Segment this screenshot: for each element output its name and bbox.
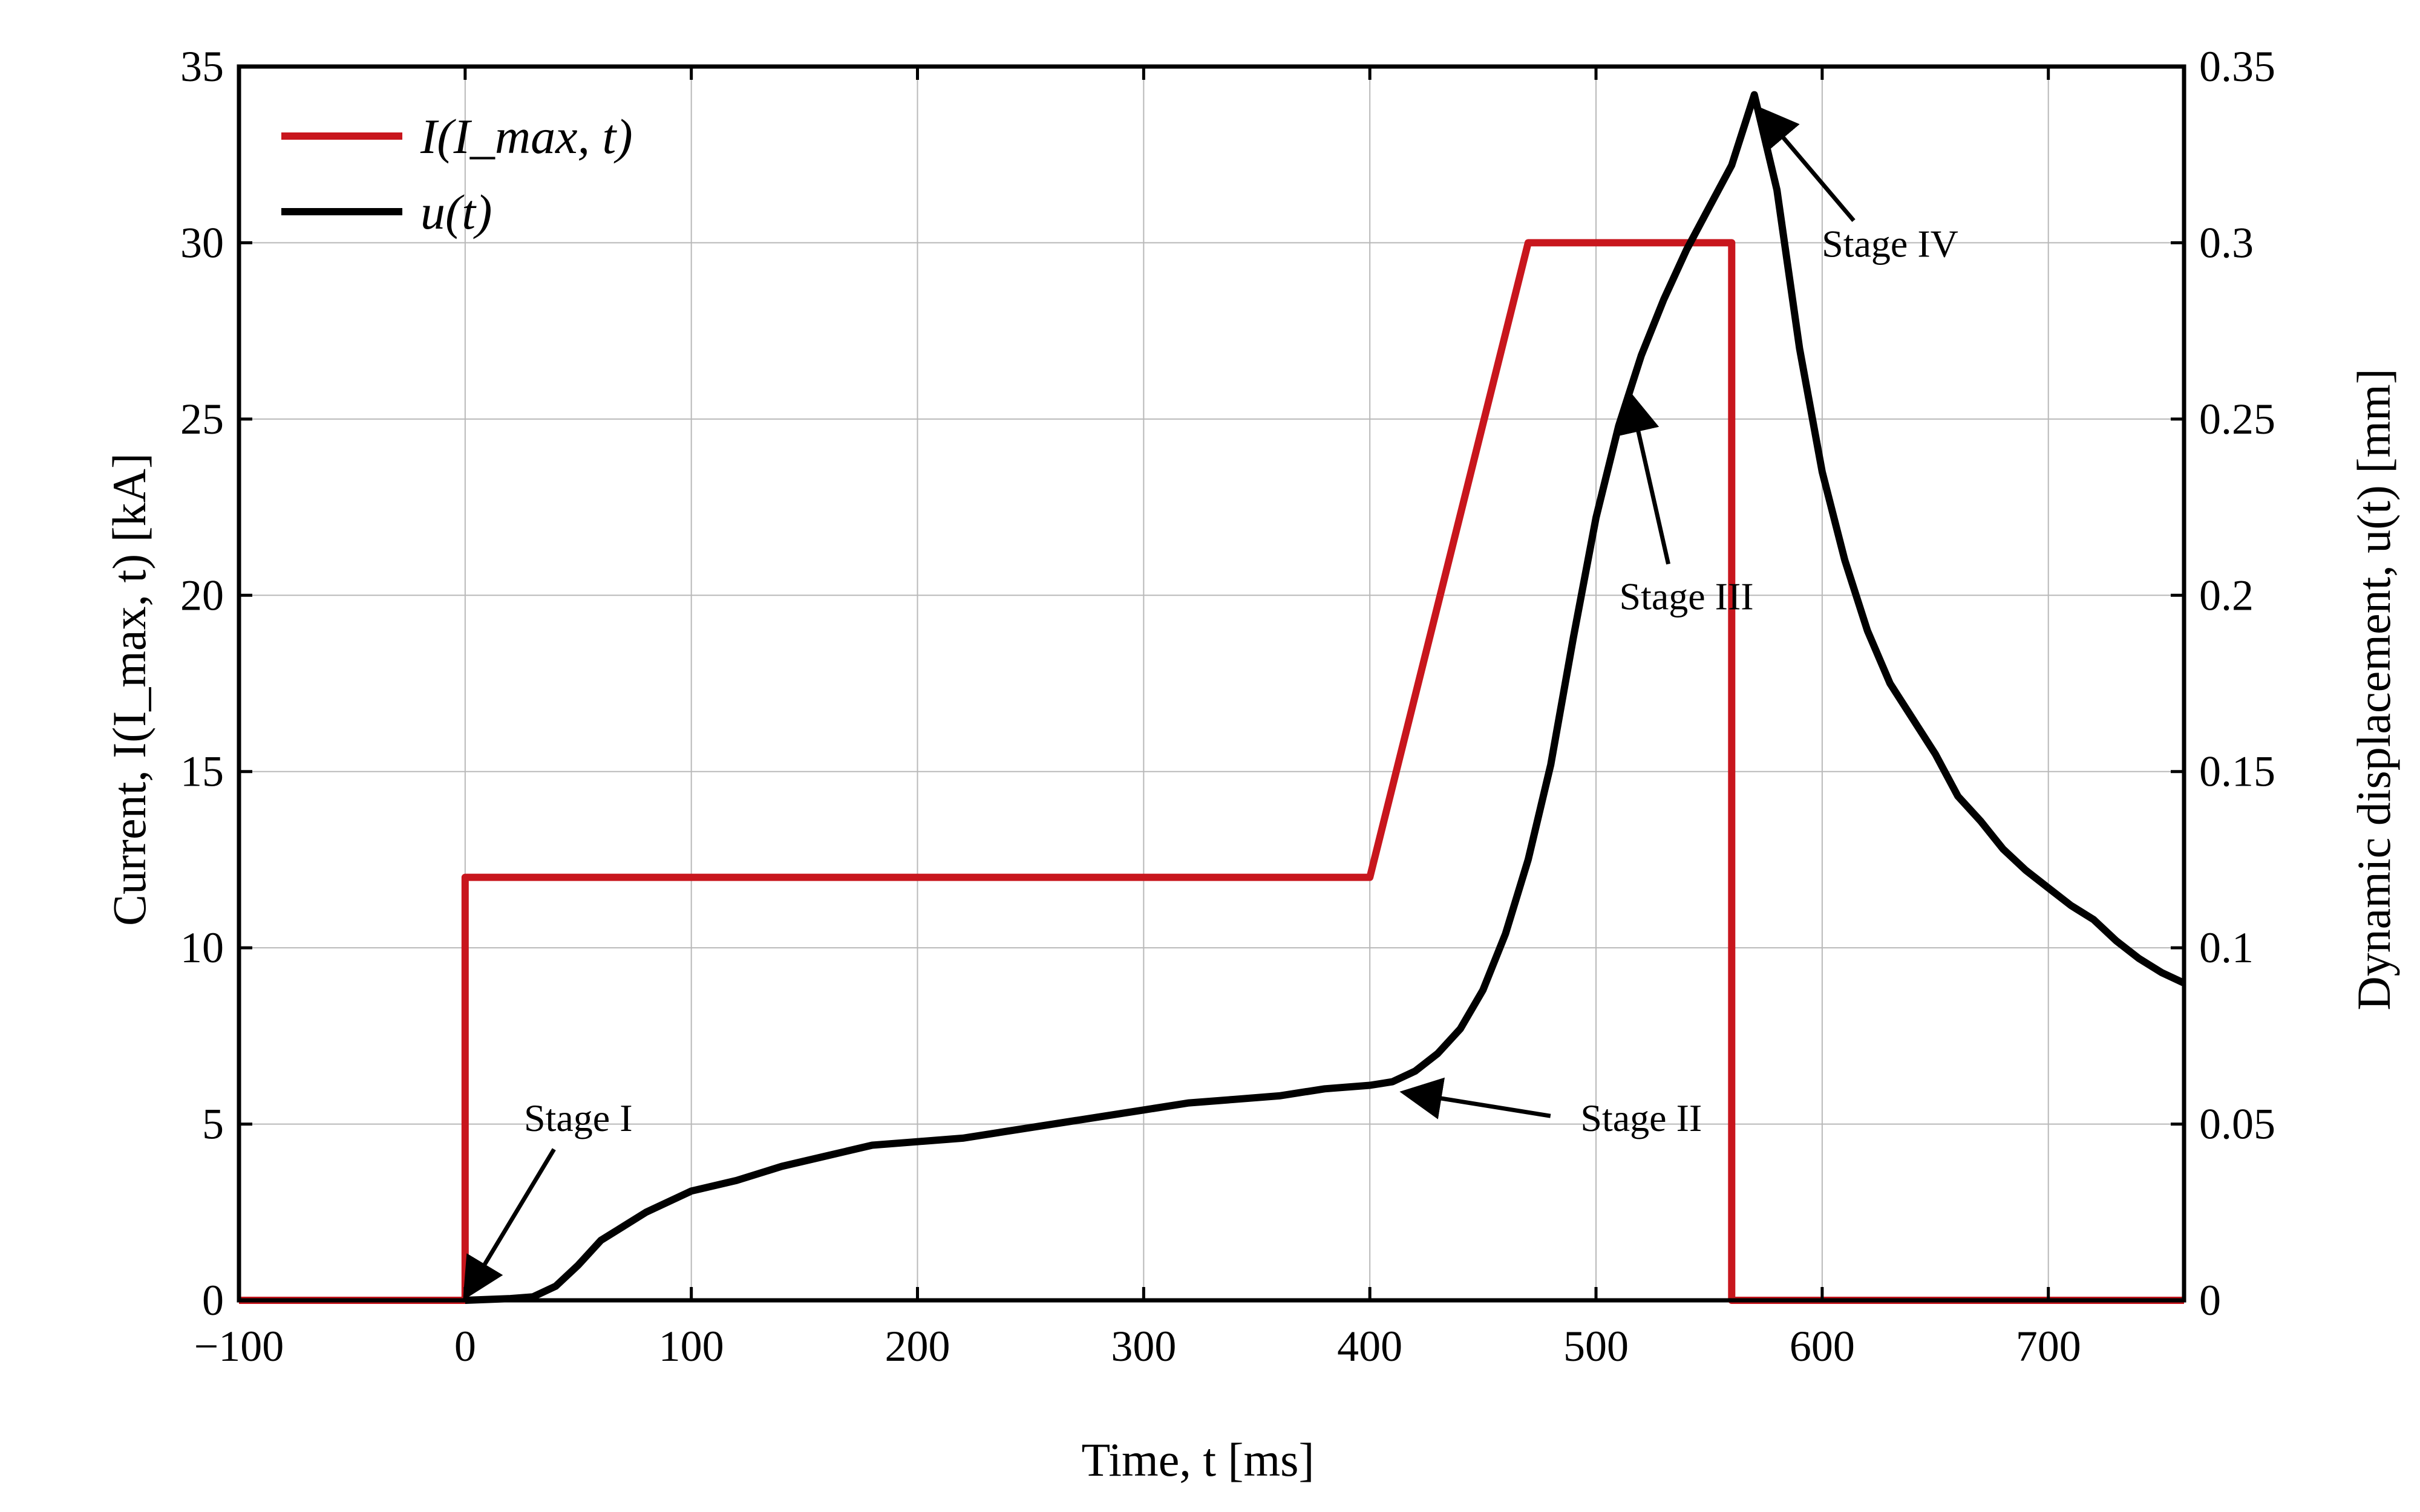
x-tick-label: 500	[1563, 1322, 1629, 1370]
y-left-tick-label: 30	[180, 218, 224, 267]
y-left-tick-label: 35	[180, 42, 224, 91]
stage-ii-label: Stage II	[1580, 1097, 1702, 1139]
x-tick-label: 200	[885, 1322, 950, 1370]
y-axis-right-title: Dynamic displacement, u(t) [mm]	[2347, 368, 2400, 1010]
stage-iv-arrow	[1756, 105, 1856, 223]
y-axis-left-title-text: Current, I(I_max, t) [kA]	[103, 453, 155, 926]
y-right-tick-label: 0.1	[2199, 924, 2254, 972]
y-right-tick-label: 0.2	[2199, 571, 2254, 619]
y-right-tick-label: 0.25	[2199, 395, 2275, 443]
x-tick-label: 300	[1111, 1322, 1176, 1370]
y-right-tick-label: 0.3	[2199, 218, 2254, 267]
x-axis-title-text: Time, t [ms]	[1081, 1433, 1314, 1486]
y-left-tick-label: 15	[180, 748, 224, 796]
legend-label: I(I_max, t)	[420, 109, 633, 164]
y-left-tick-label: 20	[180, 571, 224, 619]
ticks: −100 0 100 200 300 400 500 600 70005101520253035…	[180, 42, 2275, 1370]
y-right-tick-label: 0.15	[2199, 748, 2275, 796]
legend-label: u(t)	[420, 184, 492, 240]
y-right-tick-label: 0.05	[2199, 1100, 2275, 1149]
x-tick-label: 600	[1790, 1322, 1855, 1370]
series-layer	[239, 91, 2186, 1304]
x-axis-title: Time, t [ms]	[1081, 1433, 1314, 1486]
x-tick-label: 400	[1337, 1322, 1402, 1370]
legend: I(I_max, t) u(t)	[281, 109, 633, 240]
x-tick-label: 100	[659, 1322, 724, 1370]
x-tick-label: 0	[454, 1322, 476, 1370]
y-right-tick-label: 0	[2199, 1276, 2221, 1325]
y-left-tick-label: 5	[202, 1100, 224, 1149]
x-tick-label: 700	[2016, 1322, 2081, 1370]
series-line-current	[239, 239, 2184, 1304]
annotations: Stage I Stage II Stage III Stage IV	[463, 105, 1958, 1301]
y-axis-right-title-text: Dynamic displacement, u(t) [mm]	[2347, 368, 2400, 1010]
stage-iii-arrow	[1617, 390, 1670, 565]
y-axis-left-title: Current, I(I_max, t) [kA]	[103, 453, 155, 926]
stage-iv-label: Stage IV	[1822, 223, 1958, 266]
y-left-tick-label: 25	[180, 395, 224, 443]
y-right-tick-label: 0.35	[2199, 42, 2275, 91]
stage-i-arrow	[463, 1148, 556, 1301]
stage-ii-arrow	[1399, 1077, 1551, 1119]
series-line-u	[465, 91, 2186, 1304]
y-left-tick-label: 10	[180, 924, 224, 972]
grid	[239, 67, 2184, 1300]
stage-i-label: Stage I	[524, 1097, 633, 1139]
y-left-tick-label: 0	[202, 1276, 224, 1325]
x-tick-label: −100	[194, 1322, 284, 1370]
stage-iii-label: Stage III	[1619, 575, 1753, 618]
plot-frame	[237, 64, 2186, 1303]
